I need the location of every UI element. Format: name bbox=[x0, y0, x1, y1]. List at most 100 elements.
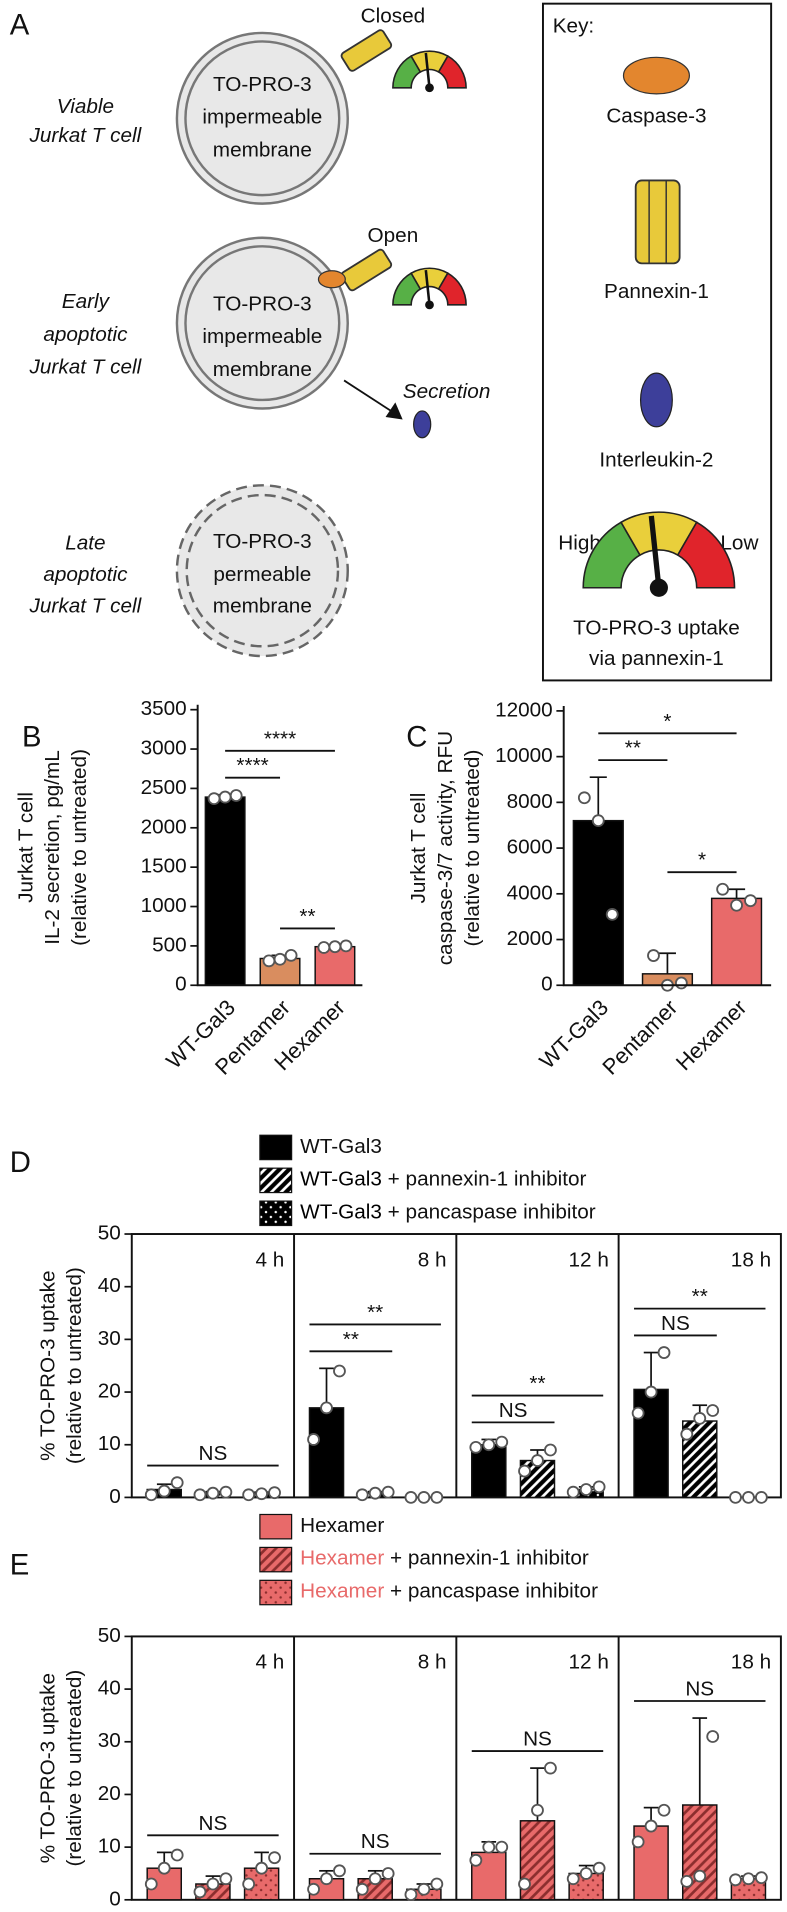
y-tick-label: 10 bbox=[98, 1432, 121, 1455]
cell-label: apoptotic bbox=[43, 563, 128, 586]
data-point bbox=[566, 1485, 580, 1499]
data-point bbox=[693, 1411, 707, 1425]
gauge-segment bbox=[676, 521, 736, 589]
data-point bbox=[592, 1861, 606, 1875]
data-point bbox=[680, 1427, 694, 1441]
key-title: Key: bbox=[553, 14, 594, 37]
data-point bbox=[206, 1486, 220, 1500]
data-point bbox=[644, 1385, 658, 1399]
data-point bbox=[693, 1869, 707, 1883]
key-item: Caspase-3 bbox=[606, 105, 706, 128]
membrane-text: membrane bbox=[213, 358, 312, 381]
y-tick-label: 2500 bbox=[141, 776, 187, 799]
data-point bbox=[729, 1491, 742, 1504]
data-point bbox=[170, 1848, 184, 1862]
legend-swatch bbox=[259, 1200, 293, 1227]
membrane-text: permeable bbox=[213, 563, 311, 586]
data-point bbox=[544, 1443, 557, 1457]
y-tick-label: 3500 bbox=[141, 697, 187, 720]
data-point bbox=[742, 1491, 755, 1504]
faceted-bar-chart: WT-Gal3 WT-Gal3 + pannexin-1 inhibitor WT-… bbox=[10, 1134, 782, 1508]
data-point bbox=[404, 1888, 418, 1901]
sig-label: NS bbox=[685, 1677, 714, 1700]
y-axis-label: (relative to untreated) bbox=[68, 749, 91, 946]
charts: WT-Gal3PentamerHexamer050010001500200025… bbox=[10, 697, 782, 1910]
y-axis-label: Jurkat T cell bbox=[14, 792, 37, 903]
data-point bbox=[657, 1346, 671, 1359]
facet-label: 18 h bbox=[731, 1248, 771, 1271]
y-axis-label: caspase-3/7 activity, RFU bbox=[434, 731, 457, 965]
data-point bbox=[193, 1885, 207, 1899]
gauge-segment bbox=[437, 55, 467, 89]
y-tick-label: 1000 bbox=[141, 894, 187, 917]
facet-label: 18 h bbox=[731, 1651, 771, 1674]
data-point bbox=[495, 1435, 509, 1449]
data-point bbox=[333, 1864, 346, 1878]
legend-label: WT-Gal3 + pancaspase inhibitor bbox=[300, 1201, 596, 1224]
sig-label: ** bbox=[625, 737, 641, 760]
legend-swatch bbox=[259, 1546, 293, 1573]
y-tick-label: 4000 bbox=[507, 881, 553, 904]
arrow-line bbox=[343, 379, 394, 413]
legend-label: Hexamer + pannexin-1 inhibitor bbox=[300, 1547, 589, 1570]
membrane-text: membrane bbox=[213, 595, 312, 618]
data-point bbox=[716, 882, 730, 896]
caspase-icon bbox=[317, 270, 346, 289]
key-item: Interleukin-2 bbox=[599, 448, 713, 471]
sig-label: NS bbox=[499, 1399, 528, 1422]
y-tick-label: 1500 bbox=[141, 855, 187, 878]
data-point bbox=[381, 1485, 395, 1499]
bar bbox=[633, 1388, 669, 1499]
sig-label: **** bbox=[264, 727, 296, 750]
cell-label: Late bbox=[65, 531, 105, 554]
data-point bbox=[284, 948, 298, 962]
cell-inner bbox=[185, 493, 340, 648]
pannexin-channel bbox=[340, 29, 393, 72]
data-point bbox=[368, 1872, 382, 1886]
secretion-label: Secretion bbox=[403, 380, 491, 403]
sig-label: NS bbox=[523, 1728, 552, 1751]
y-tick-label: 40 bbox=[98, 1677, 121, 1700]
facet-label: 4 h bbox=[255, 1651, 284, 1674]
data-point bbox=[255, 1487, 269, 1501]
bar-chart: WT-Gal3PentamerHexamer050010001500200025… bbox=[14, 697, 363, 1080]
data-point bbox=[495, 1840, 509, 1854]
x-tick-label: Pentamer bbox=[597, 995, 682, 1080]
bar bbox=[471, 1443, 507, 1499]
gauge-caption: via pannexin-1 bbox=[589, 647, 724, 670]
data-point bbox=[170, 1476, 184, 1490]
gauge-hub bbox=[425, 83, 434, 93]
data-point bbox=[730, 898, 743, 912]
data-point bbox=[729, 1873, 742, 1887]
data-point bbox=[320, 1401, 333, 1415]
y-tick-label: 2000 bbox=[141, 815, 187, 838]
arrow-head bbox=[385, 402, 403, 420]
data-point bbox=[754, 1871, 768, 1885]
gauge-needle bbox=[424, 52, 431, 88]
data-point bbox=[591, 814, 605, 828]
cell-label: Jurkat T cell bbox=[29, 124, 143, 147]
il2-icon bbox=[639, 372, 673, 428]
key-item: Pannexin-1 bbox=[604, 280, 709, 303]
y-tick-label: 0 bbox=[175, 973, 187, 996]
data-point bbox=[339, 939, 353, 953]
gauge-needle bbox=[648, 515, 662, 589]
cell-inner bbox=[184, 40, 341, 197]
data-point bbox=[744, 894, 757, 908]
data-point bbox=[742, 1872, 755, 1886]
data-point bbox=[631, 1406, 645, 1420]
data-point bbox=[579, 1867, 593, 1880]
gauge-hub bbox=[649, 578, 668, 597]
data-point bbox=[706, 1730, 720, 1743]
faceted-bar-chart: Hexamer Hexamer + pannexin-1 inhibitor Hex… bbox=[10, 1513, 782, 1910]
data-point bbox=[218, 790, 232, 804]
legend-label: WT-Gal3 bbox=[300, 1135, 382, 1158]
data-point bbox=[531, 1803, 544, 1817]
sig-label: **** bbox=[236, 754, 268, 777]
y-tick-label: 3000 bbox=[141, 737, 187, 760]
data-point bbox=[368, 1486, 382, 1500]
panel-letter: C bbox=[406, 722, 427, 754]
data-point bbox=[644, 1819, 658, 1833]
data-point bbox=[193, 1488, 207, 1502]
